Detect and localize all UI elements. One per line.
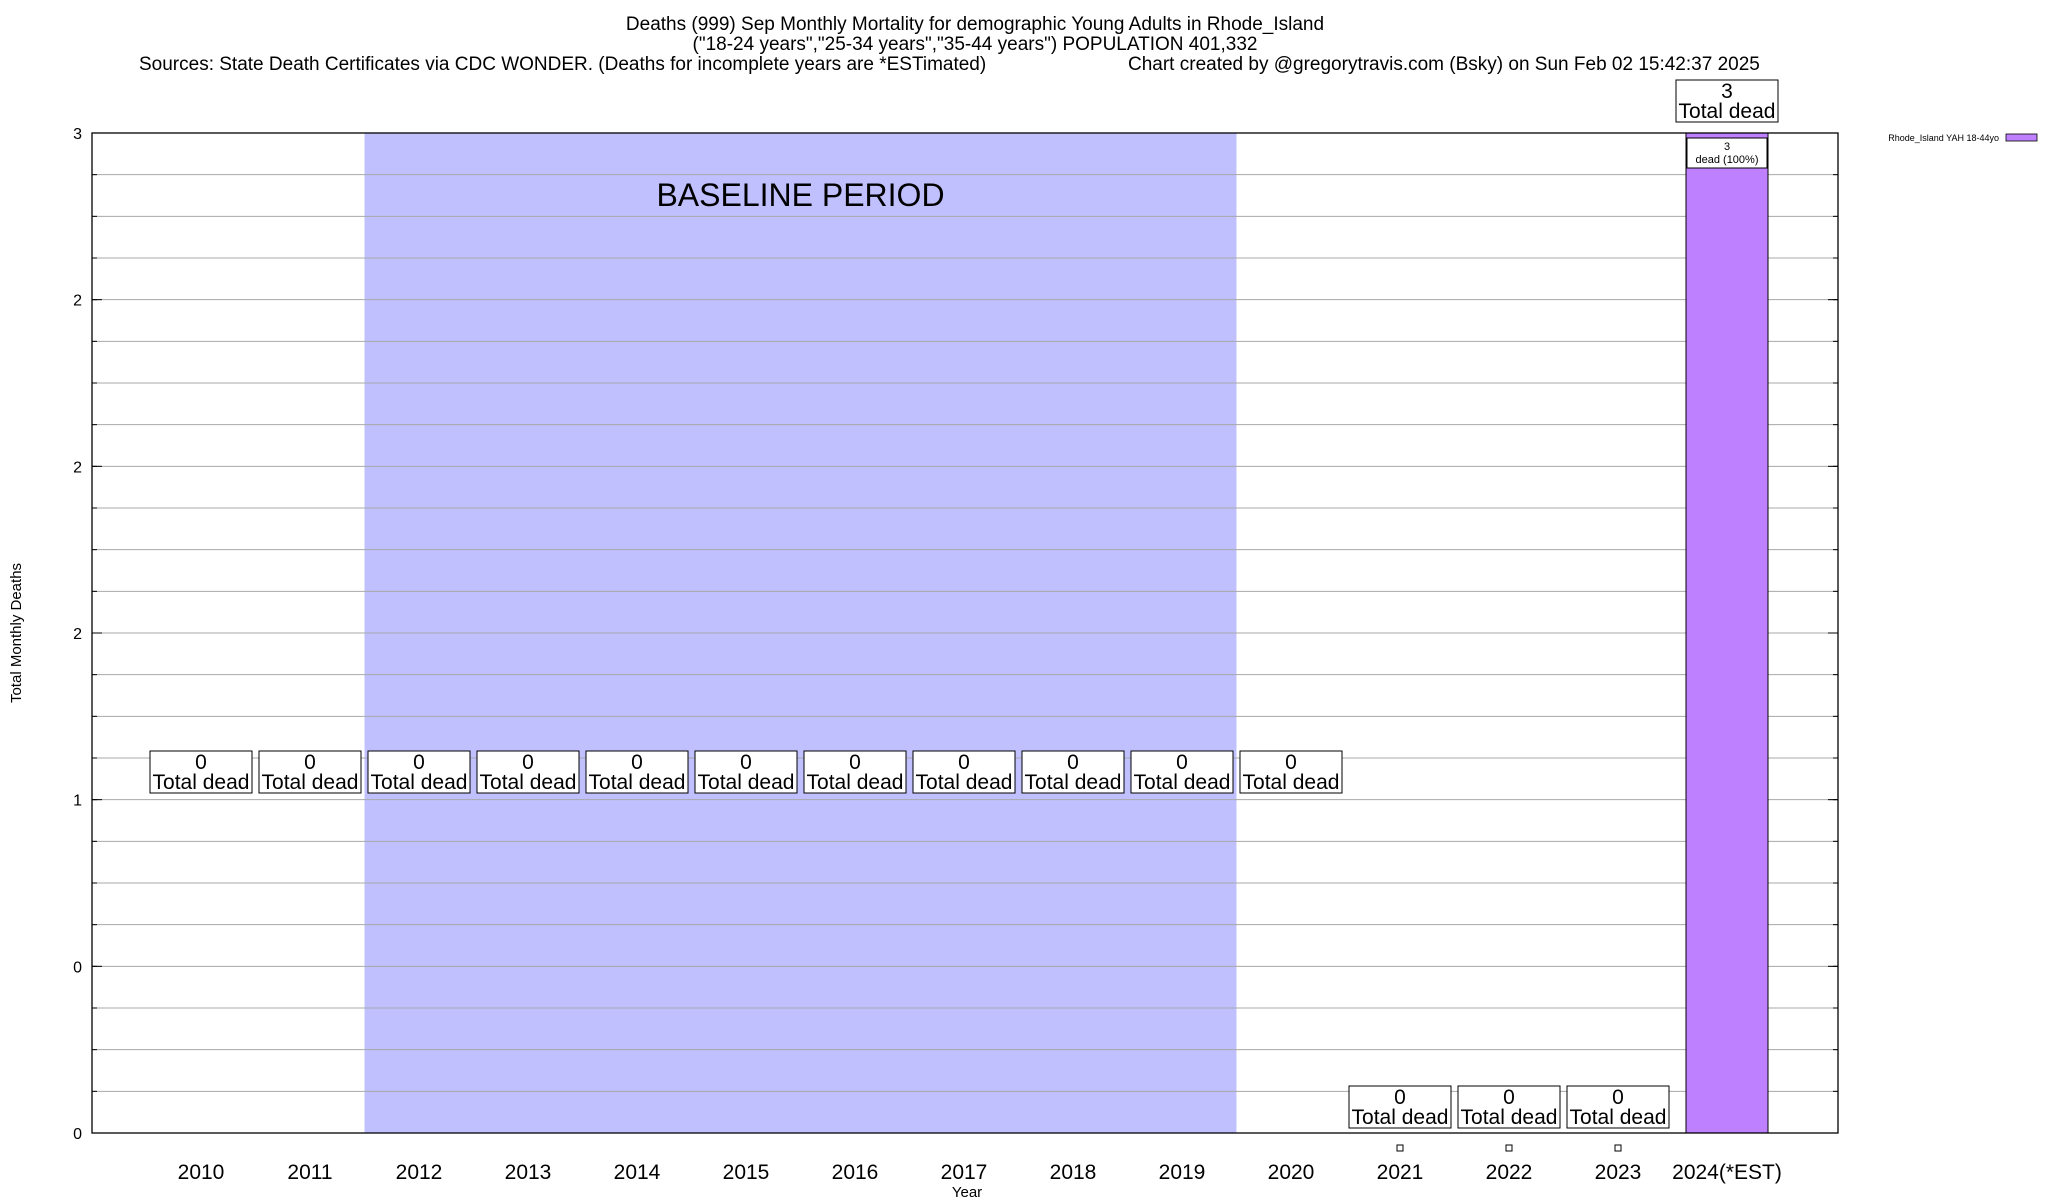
total-label-text: Total dead [371,771,468,794]
x-tick-label: 2023 [1595,1161,1642,1184]
total-label-box [1239,750,1343,794]
segment-label-box [1686,137,1768,169]
x-tick-label: 2024(*EST) [1672,1161,1782,1184]
total-label-value: 3 [1721,80,1733,103]
total-label-value: 0 [1067,751,1079,774]
x-tick-label: 2010 [178,1161,225,1184]
total-label-text: Total dead [1461,1106,1558,1129]
legend-label: Rhode_Island YAH 18-44yo [1888,133,1999,143]
total-label-box [258,750,362,794]
total-label-value: 0 [1612,1086,1624,1109]
total-label-value: 0 [958,751,970,774]
total-label-text: Total dead [1679,100,1776,123]
total-label-value: 0 [1176,751,1188,774]
y-tick-label: 2 [73,626,82,643]
total-label-text: Total dead [480,771,577,794]
total-label-box [585,750,689,794]
x-tick-label: 2014 [614,1161,661,1184]
total-label-box [912,750,1016,794]
zero-point-marker [1505,1144,1513,1152]
total-label-text: Total dead [1134,771,1231,794]
total-label-text: Total dead [916,771,1013,794]
x-tick-label: 2013 [505,1161,552,1184]
segment-label-pct: dead (100%) [1696,154,1759,166]
total-label-text: Total dead [1570,1106,1667,1129]
x-tick-label: 2021 [1377,1161,1424,1184]
total-label-text: Total dead [1025,771,1122,794]
chart-credit: Chart created by @gregorytravis.com (Bsk… [1128,54,1760,75]
total-label-box [1675,79,1779,123]
total-label-box [367,750,471,794]
y-tick-label: 1 [73,793,82,810]
chart-title-line2: ("18-24 years","25-34 years","35-44 year… [692,34,1258,55]
zero-point-marker [1614,1144,1622,1152]
total-label-box [1021,750,1125,794]
total-label-text: Total dead [589,771,686,794]
y-tick-label: 2 [73,293,82,310]
chart-sources: Sources: State Death Certificates via CD… [139,54,987,75]
total-label-box [803,750,907,794]
x-tick-label: 2011 [287,1161,332,1184]
x-tick-label: 2020 [1268,1161,1315,1184]
y-tick-label: 3 [73,126,82,143]
total-label-text: Total dead [698,771,795,794]
total-label-box [1130,750,1234,794]
total-label-value: 0 [1394,1086,1406,1109]
total-label-value: 0 [849,751,861,774]
y-tick-label: 0 [73,959,82,976]
x-tick-label: 2019 [1159,1161,1206,1184]
y-axis-title: Total Monthly Deaths [8,563,25,703]
total-label-box [1457,1085,1561,1129]
total-label-value: 0 [522,751,534,774]
total-label-box [1566,1085,1670,1129]
total-label-box [149,750,253,794]
legend-swatch [2005,133,2038,142]
x-tick-label: 2022 [1486,1161,1533,1184]
y-tick-label: 0 [73,1126,82,1143]
total-label-value: 0 [1285,751,1297,774]
total-label-value: 0 [413,751,425,774]
x-axis-title: Year [952,1184,982,1200]
total-label-text: Total dead [153,771,250,794]
x-tick-label: 2017 [941,1161,988,1184]
total-label-value: 0 [195,751,207,774]
total-label-text: Total dead [262,771,359,794]
chart-title-line1: Deaths (999) Sep Monthly Mortality for d… [625,14,1325,35]
x-tick-label: 2015 [723,1161,770,1184]
x-tick-label: 2018 [1050,1161,1097,1184]
baseline-label: BASELINE PERIOD [656,177,944,213]
x-tick-label: 2012 [396,1161,443,1184]
total-label-value: 0 [740,751,752,774]
y-tick-label: 2 [73,459,82,476]
total-label-value: 0 [304,751,316,774]
total-label-text: Total dead [1243,771,1340,794]
segment-label-value: 3 [1724,141,1730,153]
zero-point-marker [1396,1144,1404,1152]
total-label-value: 0 [1503,1086,1515,1109]
total-label-text: Total dead [1352,1106,1449,1129]
x-tick-label: 2016 [832,1161,879,1184]
total-label-box [476,750,580,794]
total-label-text: Total dead [807,771,904,794]
plot-border [91,132,1839,1134]
total-label-box [1348,1085,1452,1129]
bar [1685,132,1769,1134]
total-label-value: 0 [631,751,643,774]
total-label-box [694,750,798,794]
